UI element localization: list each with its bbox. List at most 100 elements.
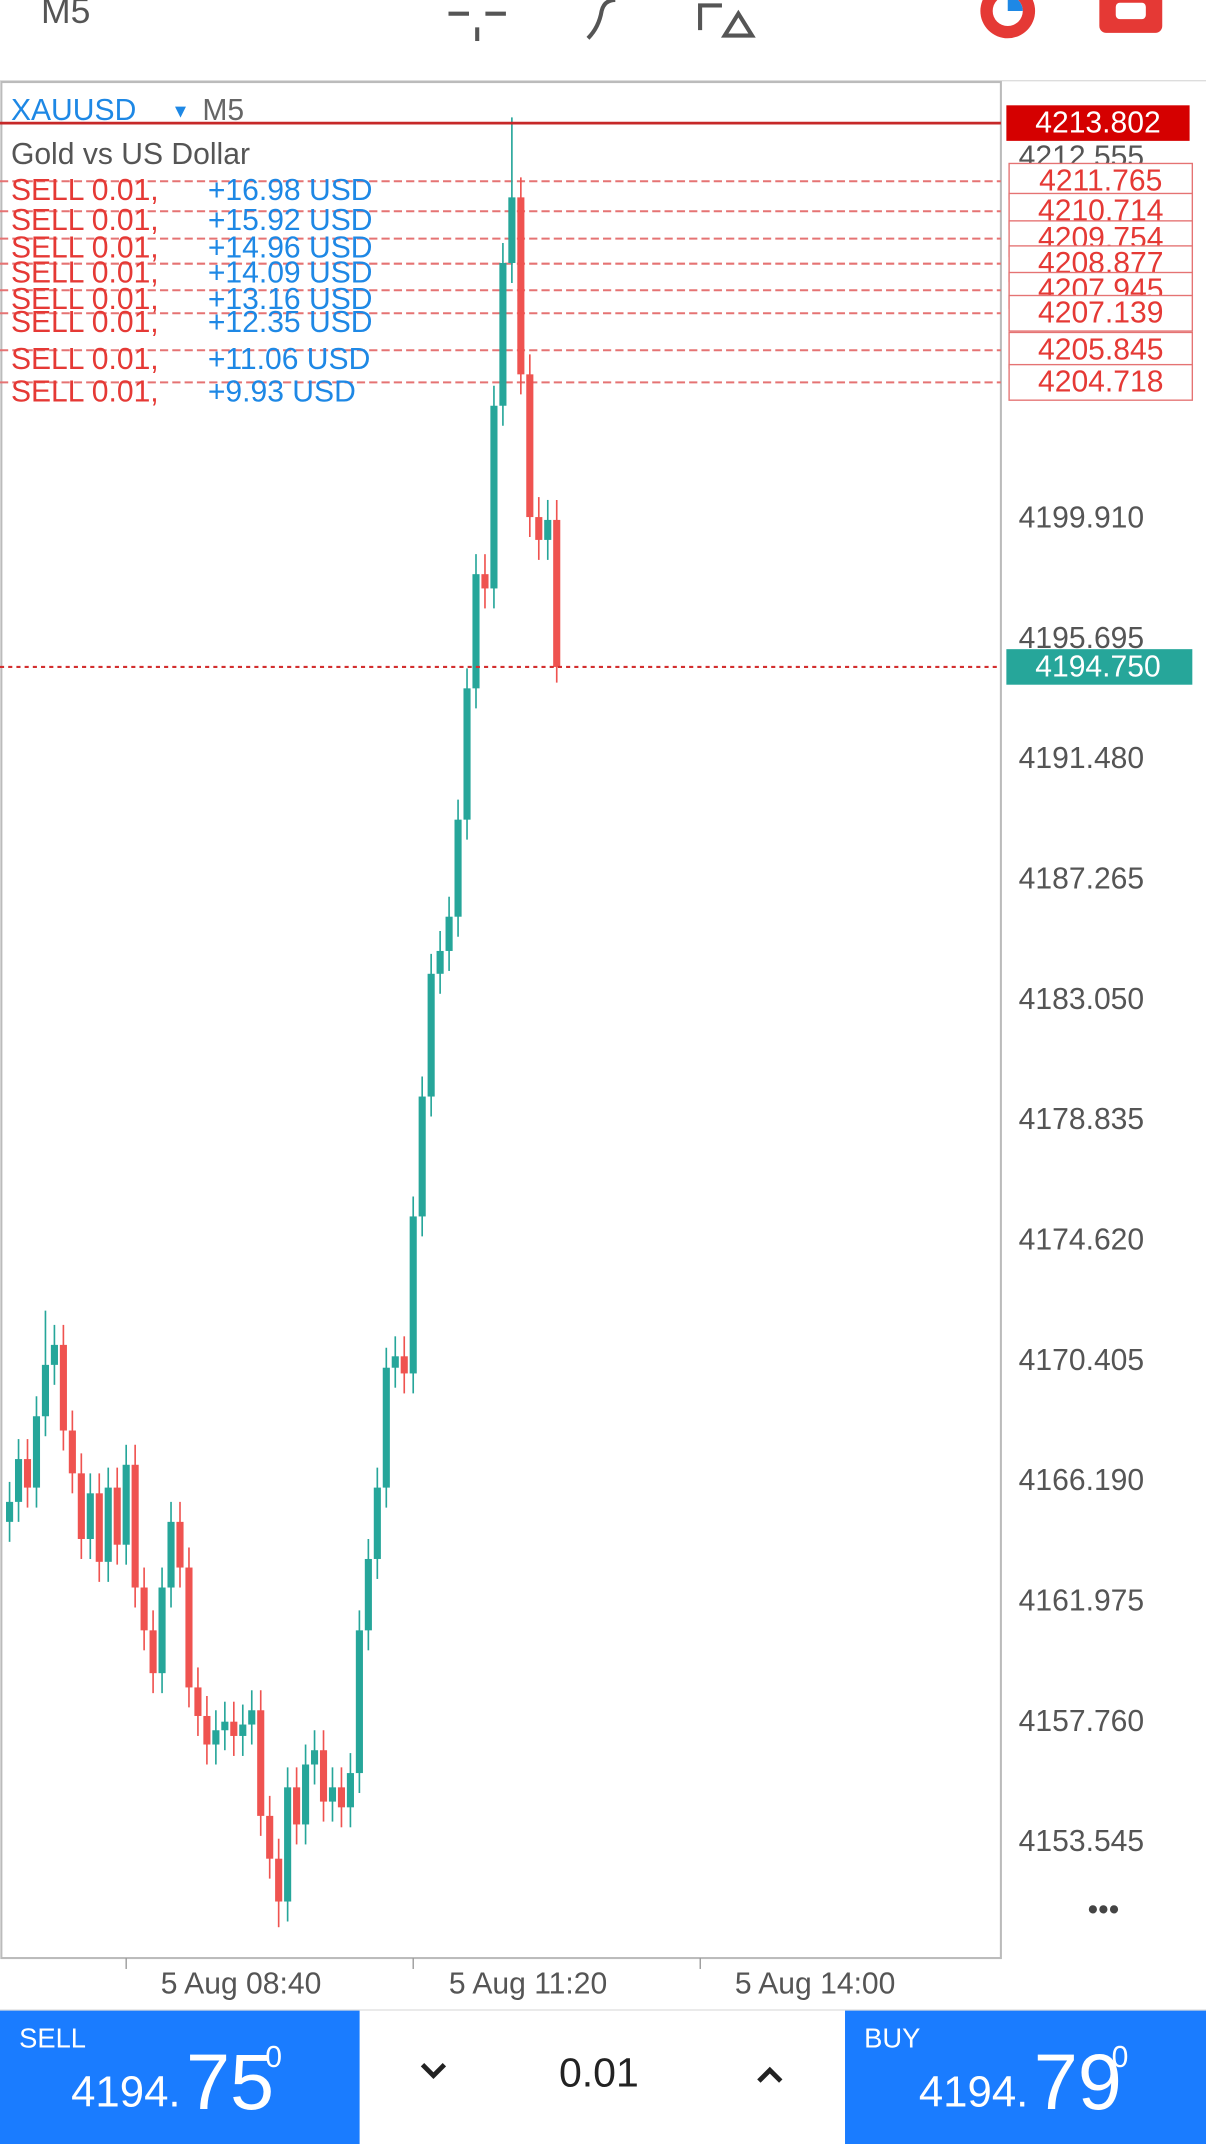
buy-button[interactable]	[845, 2010, 1206, 2144]
order-label: SELL 0.01,	[11, 174, 159, 207]
order-label: SELL 0.01,	[11, 257, 159, 290]
candle-body	[167, 1521, 175, 1588]
candle-body	[373, 1487, 381, 1559]
candle-body	[113, 1487, 121, 1545]
order-price-box	[1008, 294, 1194, 332]
candle-body	[409, 1216, 417, 1374]
candle-body	[319, 1750, 328, 1802]
candle-body	[454, 819, 462, 917]
candle-body	[140, 1587, 148, 1631]
candle-body	[364, 1558, 372, 1631]
y-tick-label: 4187.265	[1019, 863, 1144, 896]
volume-increase[interactable]	[757, 2066, 783, 2083]
candle-body	[122, 1464, 130, 1545]
y-tick-label: 4170.405	[1019, 1344, 1144, 1377]
chart: 4153.545 4157.760 4161.975 4166.190 4170.405…	[0, 105, 1194, 2000]
y-tick-label: 4178.835	[1019, 1103, 1144, 1136]
candle-body	[59, 1344, 67, 1431]
x-tick-label: 5 Aug 14:00	[735, 1967, 896, 2000]
top-line-label: 4213.802	[1035, 106, 1160, 139]
candle-body	[239, 1724, 247, 1736]
more-button[interactable]: •••	[1088, 1894, 1120, 1927]
account-icon[interactable]	[980, 0, 1036, 39]
sell-price-main: 4194.	[71, 2067, 180, 2116]
candle-body	[266, 1815, 274, 1859]
candle-body	[95, 1493, 103, 1562]
sell-price-big: 75	[186, 2037, 274, 2126]
candle-body	[284, 1787, 292, 1902]
candle-body	[221, 1721, 229, 1731]
order-label: SELL 0.01,	[11, 375, 159, 408]
candle-body	[104, 1487, 112, 1562]
y-tick-label: 4199.910	[1019, 502, 1144, 535]
sell-label: SELL	[19, 2022, 86, 2053]
candle-body	[248, 1710, 256, 1725]
order-price-label: 4211.765	[1039, 165, 1162, 198]
candle-body	[328, 1787, 337, 1802]
order-profit: +13.16 USD	[208, 283, 373, 316]
candle-body	[391, 1356, 399, 1368]
candle-body	[275, 1858, 283, 1902]
candle-body	[526, 374, 534, 518]
order-label: SELL 0.01,	[11, 204, 159, 237]
y-tick-label: 4183.050	[1019, 983, 1144, 1016]
chart-period: M5	[202, 94, 244, 127]
trade-icon[interactable]	[1099, 0, 1163, 33]
order-profit: +16.98 USD	[208, 174, 373, 207]
candle-body	[23, 1459, 32, 1488]
candle-body	[194, 1687, 202, 1716]
y-tick-label: 4161.975	[1019, 1584, 1144, 1617]
volume-decrease[interactable]	[420, 2063, 447, 2080]
order-profit: +14.96 USD	[208, 232, 373, 265]
candle-body	[212, 1730, 220, 1745]
symbol-dropdown[interactable]	[175, 106, 186, 118]
candle-body	[302, 1764, 310, 1825]
order-label: SELL 0.01,	[11, 232, 159, 265]
candle-body	[6, 1501, 14, 1522]
order-profit: +15.92 USD	[208, 204, 373, 237]
candle-body	[32, 1416, 41, 1488]
candle-body	[158, 1587, 166, 1674]
candle-body	[230, 1721, 238, 1736]
candle-body	[463, 688, 471, 820]
buy-price-sup: 0	[1112, 2041, 1129, 2074]
bid-line-label: 4194.750	[1035, 650, 1160, 683]
period-button[interactable]: M5	[41, 0, 90, 31]
candle-body	[68, 1430, 76, 1474]
order-profit: +14.09 USD	[208, 257, 373, 290]
buy-label: BUY	[864, 2022, 920, 2053]
candle-body	[257, 1710, 265, 1816]
order-label: SELL 0.01,	[11, 343, 159, 376]
order-price-box	[1008, 363, 1194, 401]
crosshair-icon[interactable]	[448, 11, 506, 42]
candle-body	[418, 1096, 426, 1217]
candle-body	[293, 1787, 301, 1825]
candle-body	[490, 405, 498, 589]
candle-body	[535, 517, 543, 540]
candle-body	[400, 1356, 408, 1374]
candle-body	[427, 973, 435, 1097]
candle-body	[149, 1630, 157, 1674]
symbol[interactable]: XAUUSD	[11, 94, 136, 127]
order-label: SELL 0.01,	[11, 306, 159, 339]
sell-button[interactable]	[0, 2010, 360, 2144]
candle-body	[310, 1750, 319, 1765]
sell-price-sup: 0	[265, 2041, 282, 2074]
buy-price-big: 79	[1034, 2037, 1122, 2126]
candle-body	[481, 574, 489, 589]
indicator-icon[interactable]	[586, 0, 616, 40]
candle-body	[346, 1773, 354, 1808]
objects-icon[interactable]	[698, 3, 756, 38]
candle-body	[517, 197, 525, 375]
order-price-label: 4204.718	[1038, 366, 1163, 399]
candle-body	[499, 263, 507, 406]
buy-price-main: 4194.	[919, 2067, 1028, 2116]
candle-body	[131, 1464, 139, 1588]
volume[interactable]: 0.01	[559, 2049, 639, 2095]
candle-body	[77, 1473, 85, 1539]
x-tick-label: 5 Aug 08:40	[161, 1967, 322, 2000]
candle-body	[185, 1567, 193, 1688]
